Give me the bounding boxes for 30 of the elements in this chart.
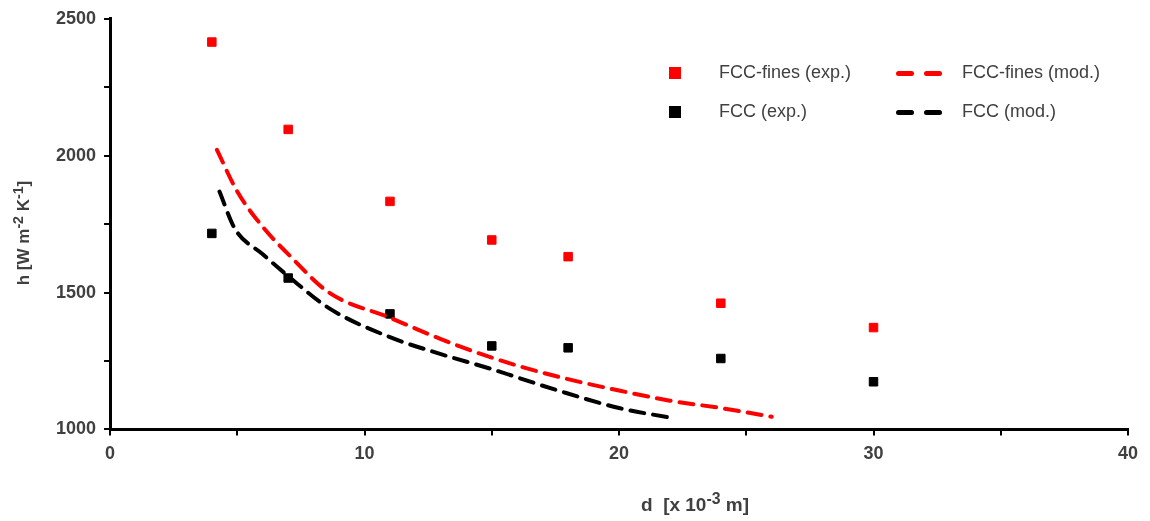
point: [716, 298, 726, 308]
x-tick-label: 20: [609, 443, 630, 464]
point: [385, 196, 395, 207]
point: [716, 353, 726, 364]
point: [207, 228, 217, 239]
x-axis-title: d [x 10$^{-3}$ m]: [639, 490, 751, 517]
legend-label: FCC-fines (mod.): [961, 62, 1100, 83]
x-tick-label: 30: [863, 443, 884, 464]
point: [283, 273, 293, 283]
legend-label: FCC (exp.): [718, 101, 807, 122]
legend-label: FCC (mod.): [961, 101, 1056, 122]
x-tick-label: 0: [105, 443, 116, 464]
point: [283, 124, 293, 135]
y-tick-label: 1500: [56, 281, 97, 302]
point: [563, 343, 573, 353]
point: [487, 341, 497, 351]
legend-label: FCC-fines (exp.): [718, 62, 851, 83]
point: [563, 251, 573, 262]
y-tick-label: 2500: [56, 7, 97, 28]
y-tick-label: 2000: [56, 144, 97, 165]
point: [868, 322, 879, 333]
line-series: [214, 147, 774, 419]
point: [487, 235, 497, 245]
x-tick-label: 10: [354, 443, 375, 464]
x-tick-label: 40: [1117, 443, 1139, 464]
point: [385, 309, 395, 319]
line-series: [217, 189, 672, 420]
y-tick-label: 1000: [56, 418, 97, 439]
point: [207, 37, 217, 47]
point: [868, 377, 879, 387]
